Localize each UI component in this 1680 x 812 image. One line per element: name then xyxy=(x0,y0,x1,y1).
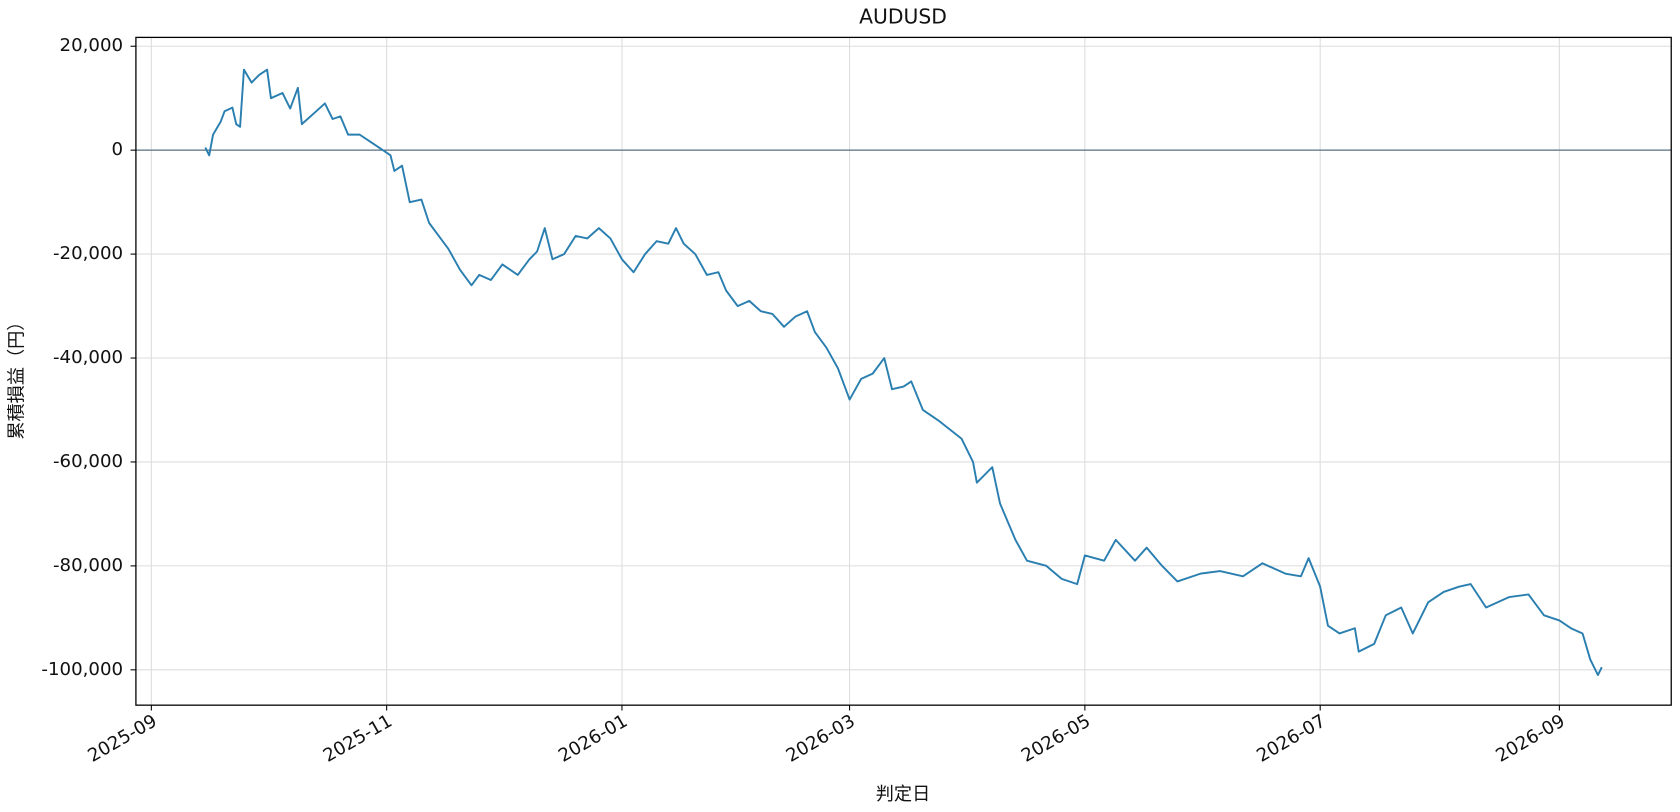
y-tick-label: -40,000 xyxy=(53,347,123,368)
x-tick-label: 2026-01 xyxy=(555,711,631,767)
x-tick-label: 2026-07 xyxy=(1253,711,1329,767)
x-axis-label: 判定日 xyxy=(876,784,930,805)
series-line xyxy=(204,68,1603,676)
y-tick-label: -100,000 xyxy=(41,659,123,680)
y-tick-label: -20,000 xyxy=(53,243,123,264)
x-tick-label: 2025-09 xyxy=(84,711,160,767)
x-tick-label: 2026-03 xyxy=(783,711,859,767)
y-tick-label: 0 xyxy=(112,139,124,160)
x-tick-label: 2025-11 xyxy=(320,711,396,767)
y-tick-label: -80,000 xyxy=(53,555,123,576)
y-tick-label: 20,000 xyxy=(60,35,124,56)
plot-frame xyxy=(135,36,1672,706)
x-tick-label: 2026-09 xyxy=(1492,711,1568,767)
chart-title: AUDUSD xyxy=(859,5,947,29)
y-axis-label: 累積損益（円） xyxy=(6,313,27,440)
x-tick-label: 2026-05 xyxy=(1018,711,1094,767)
y-tick-label: -60,000 xyxy=(53,451,123,472)
